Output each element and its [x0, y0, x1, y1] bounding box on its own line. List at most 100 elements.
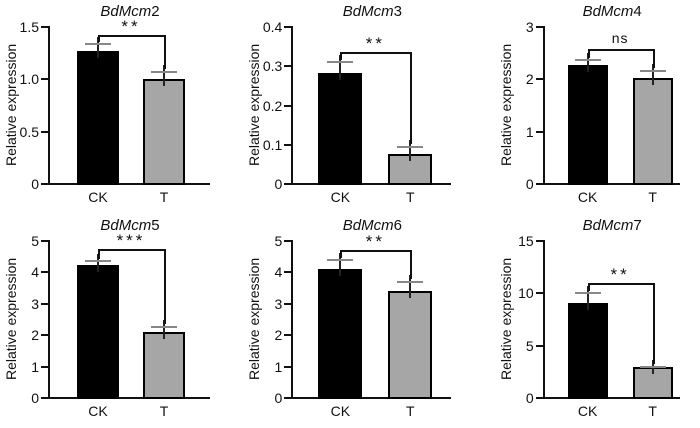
chart-panel-BdMcm7: BdMcm7 Relative expression 0 5 10 15 CK T ** — [467, 214, 700, 428]
significance-bracket — [340, 51, 413, 54]
y-tick-label: 0 — [31, 390, 39, 406]
y-tick-label: 2 — [525, 71, 534, 88]
y-tick-label: 5 — [525, 337, 534, 354]
y-tick-label: 0.5 — [19, 123, 39, 140]
y-tick-label: 2 — [31, 327, 39, 344]
gene-number: 4 — [633, 3, 642, 20]
x-tick-label-t: T — [159, 403, 169, 419]
y-tick — [284, 26, 292, 28]
y-tick-label: 5 — [31, 233, 39, 249]
y-tick-label: 0.4 — [262, 19, 283, 35]
gene-name: BdMcm — [582, 3, 634, 20]
significance-bracket — [340, 250, 413, 253]
y-tick — [535, 292, 543, 295]
significance-bracket-right-drop — [410, 250, 413, 279]
y-tick — [535, 26, 543, 28]
significance-bracket-left-tick — [587, 48, 590, 58]
y-tick — [41, 365, 48, 368]
y-tick — [535, 130, 543, 133]
error-bar-cap-ck — [327, 259, 354, 262]
y-axis-line — [48, 26, 50, 185]
significance-bracket-left-tick — [340, 250, 343, 259]
chart-title: BdMcm2 — [30, 3, 230, 21]
error-bar-cap-t — [151, 325, 177, 328]
x-axis-line — [48, 183, 210, 185]
bar-ck — [77, 265, 119, 399]
y-axis-line — [48, 240, 50, 399]
y-tick — [41, 26, 48, 28]
x-tick-label-ck: CK — [330, 189, 351, 205]
error-bar-cap-ck — [327, 61, 354, 64]
error-bar-ck — [339, 55, 342, 81]
bar-t — [143, 332, 185, 399]
y-tick-label: 1.0 — [19, 71, 39, 88]
y-tick — [284, 240, 292, 242]
chart-panel-BdMcm5: BdMcm5 Relative expression 0 1 2 3 4 5 CK T *** — [0, 214, 233, 428]
significance-bracket-left-tick — [98, 249, 100, 259]
y-tick — [535, 344, 543, 347]
x-tick-label-ck: CK — [88, 189, 108, 205]
y-tick-label: 15 — [518, 233, 534, 249]
significance-bracket — [98, 249, 166, 252]
error-bar-cap-ck — [85, 259, 111, 262]
chart-panel-BdMcm6: BdMcm6 Relative expression 0 1 2 3 4 5 CK T ** — [233, 214, 466, 428]
bar-ck — [567, 302, 608, 399]
error-bar-ck — [586, 286, 589, 310]
gene-number: 3 — [393, 3, 402, 20]
error-bar-t — [163, 65, 165, 87]
x-tick-label-t: T — [648, 403, 657, 419]
x-axis-line — [48, 397, 210, 399]
y-tick — [41, 130, 48, 133]
significance-bracket-left-tick — [340, 51, 343, 61]
x-axis-line — [291, 183, 452, 185]
significance-bracket-right-drop — [164, 249, 166, 324]
chart-panel-BdMcm3: BdMcm3 Relative expression 0 0.1 0.2 0.3 0.4 CK… — [233, 0, 466, 214]
significance-bracket-right-drop — [652, 48, 655, 68]
error-bar-cap-t — [151, 71, 177, 73]
y-tick-label: 0 — [31, 176, 39, 192]
gene-number: 6 — [393, 217, 402, 234]
y-tick-label: 3 — [31, 295, 39, 312]
chart-title: BdMcm7 — [525, 217, 700, 235]
bar-t — [143, 79, 185, 185]
error-bar-cap-t — [397, 280, 424, 283]
gene-name: BdMcm — [342, 3, 394, 20]
y-tick — [284, 397, 292, 399]
y-tick — [41, 271, 48, 274]
error-bar-cap-t — [639, 365, 666, 368]
y-tick — [284, 302, 292, 305]
bar-ck — [318, 73, 363, 185]
y-axis-line — [291, 26, 294, 185]
error-bar-cap-ck — [85, 42, 111, 45]
y-tick — [41, 183, 48, 185]
error-bar-t — [163, 319, 165, 339]
bar-t — [632, 78, 673, 185]
gene-name: BdMcm — [100, 217, 152, 234]
y-tick — [535, 240, 543, 242]
y-axis-line — [291, 240, 294, 399]
significance-label: *** — [116, 231, 146, 251]
x-tick-label-t: T — [406, 189, 415, 205]
error-bar-ck — [339, 253, 342, 276]
x-tick-label-ck: CK — [330, 403, 351, 419]
significance-label: ** — [121, 17, 141, 37]
gene-name: BdMcm — [582, 217, 634, 234]
error-bar-ck — [97, 253, 99, 273]
significance-label: ** — [365, 232, 385, 252]
bar-ck — [567, 65, 608, 185]
significance-bracket-left-tick — [587, 282, 590, 292]
y-tick-label: 2 — [274, 327, 283, 344]
x-axis-line — [542, 397, 680, 399]
significance-bracket-right-drop — [652, 282, 655, 364]
y-tick — [41, 302, 48, 305]
error-bar-t — [409, 139, 412, 162]
y-tick — [284, 271, 292, 274]
gene-number: 5 — [151, 217, 160, 234]
x-tick-label-ck: CK — [577, 403, 598, 419]
gene-name: BdMcm — [342, 217, 394, 234]
error-bar-cap-ck — [574, 58, 601, 61]
y-tick-label: 1 — [31, 358, 39, 375]
chart-title: BdMcm3 — [273, 3, 471, 21]
x-tick-label-ck: CK — [577, 189, 598, 205]
